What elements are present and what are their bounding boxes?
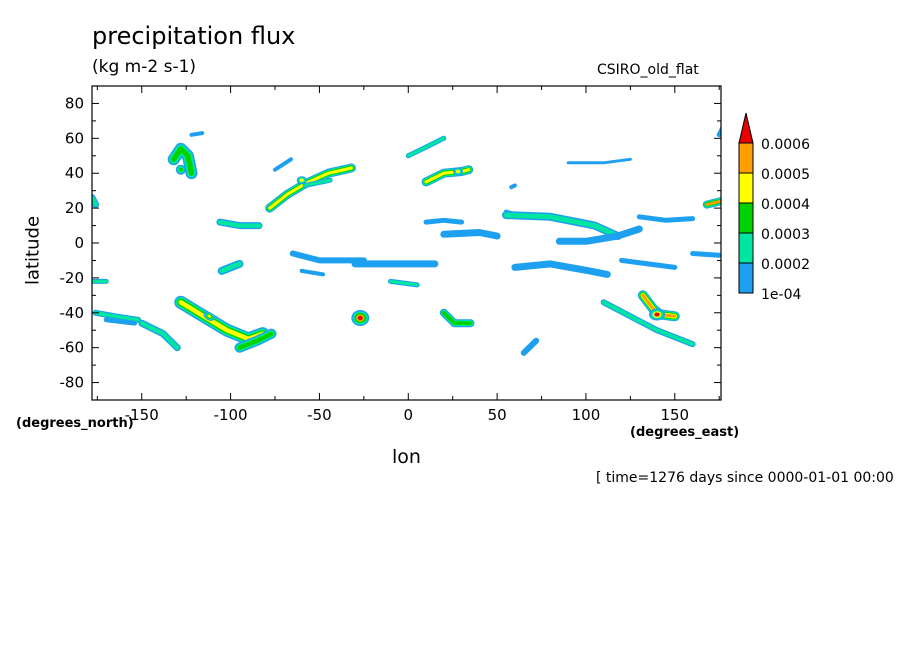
- y-tick-label: 80: [65, 94, 84, 112]
- y-axis-label-wrap: latitude: [18, 216, 54, 286]
- precip-band: [424, 168, 471, 184]
- precip-band: [388, 279, 419, 287]
- colorbar-label: 0.0005: [761, 167, 810, 183]
- y-tick-label: 0: [74, 234, 84, 252]
- y-tick-label: 20: [65, 199, 84, 217]
- y-axis: -80 -60 -40 -20 0 20 40 60 80: [60, 85, 721, 401]
- colorbar-arrow: [738, 112, 754, 144]
- precip-band: [555, 225, 643, 245]
- colorbar-label: 0.0004: [761, 197, 810, 213]
- colorbar-swatch: [738, 202, 754, 234]
- precip-cell: [207, 314, 212, 318]
- colorbar-label: 0.0002: [761, 257, 810, 273]
- precip-band: [509, 183, 517, 190]
- precip-band: [503, 212, 621, 239]
- x-tick-label: 100: [572, 406, 601, 424]
- y-axis-label: latitude: [22, 215, 44, 286]
- precip-band: [520, 337, 540, 356]
- x-tick-label: -150: [125, 406, 159, 424]
- colorbar-swatch: [738, 142, 754, 174]
- precip-band: [716, 125, 721, 138]
- precip-band: [171, 146, 195, 176]
- x-tick-label: 150: [660, 406, 689, 424]
- precip-band: [566, 157, 632, 165]
- x-tick-label: -100: [214, 406, 248, 424]
- precip-band: [690, 251, 721, 258]
- x-axis-units: (degrees_east): [630, 425, 740, 440]
- colorbar-label: 0.0003: [761, 227, 810, 243]
- colorbar-label: 1e-04: [761, 287, 801, 303]
- precip-band: [273, 157, 293, 172]
- precip-band: [440, 229, 501, 240]
- y-tick-label: -40: [60, 304, 85, 322]
- precip-band: [423, 217, 465, 225]
- precip-band: [303, 178, 332, 187]
- chart-units: (kg m-2 s-1): [92, 57, 197, 77]
- colorbar: 0.0006 0.0005 0.0004 0.0003 0.0002 1e-04: [738, 112, 810, 303]
- precip-band: [219, 261, 242, 274]
- time-stamp: [ time=1276 days since 0000-01-01 00:00: [596, 470, 894, 486]
- x-tick-label: 0: [404, 406, 414, 424]
- precip-band: [93, 310, 141, 322]
- precip-cell: [357, 315, 363, 321]
- precip-band: [217, 219, 262, 228]
- precip-band: [705, 199, 721, 206]
- precip-band: [619, 257, 678, 270]
- y-tick-label: -20: [60, 269, 85, 287]
- colorbar-swatch: [738, 262, 754, 294]
- precip-band: [299, 268, 325, 277]
- precip-cell: [299, 178, 304, 182]
- y-tick-label: 40: [65, 164, 84, 182]
- y-tick-label: -80: [60, 374, 85, 392]
- colorbar-swatch: [738, 232, 754, 264]
- colorbar-swatch: [738, 172, 754, 204]
- precip-band: [103, 317, 138, 326]
- y-axis-units: (degrees_north): [16, 416, 134, 431]
- x-tick-label: -50: [307, 406, 332, 424]
- x-axis-label: lon: [392, 446, 421, 468]
- precip-cell: [178, 167, 183, 172]
- precip-band: [636, 214, 696, 223]
- precip-band: [289, 250, 367, 264]
- model-label: CSIRO_old_flat: [597, 62, 699, 78]
- chart-title: precipitation flux: [92, 22, 296, 50]
- precip-band: [189, 131, 205, 137]
- precip-cell: [455, 169, 461, 174]
- x-tick-label: 50: [488, 406, 507, 424]
- precip-field: [92, 125, 721, 356]
- plot-background: [92, 86, 721, 400]
- y-tick-label: -60: [60, 339, 85, 357]
- precip-band: [601, 300, 695, 347]
- x-axis: -150 -100 -50 0 50 100 150: [96, 86, 720, 424]
- precip-band: [442, 311, 473, 325]
- precip-band: [511, 260, 611, 278]
- y-tick-label: 60: [65, 129, 84, 147]
- precip-band: [139, 321, 180, 350]
- precip-cell: [654, 312, 660, 317]
- precip-band: [237, 331, 274, 350]
- precip-band: [406, 136, 446, 158]
- colorbar-label: 0.0006: [761, 137, 810, 153]
